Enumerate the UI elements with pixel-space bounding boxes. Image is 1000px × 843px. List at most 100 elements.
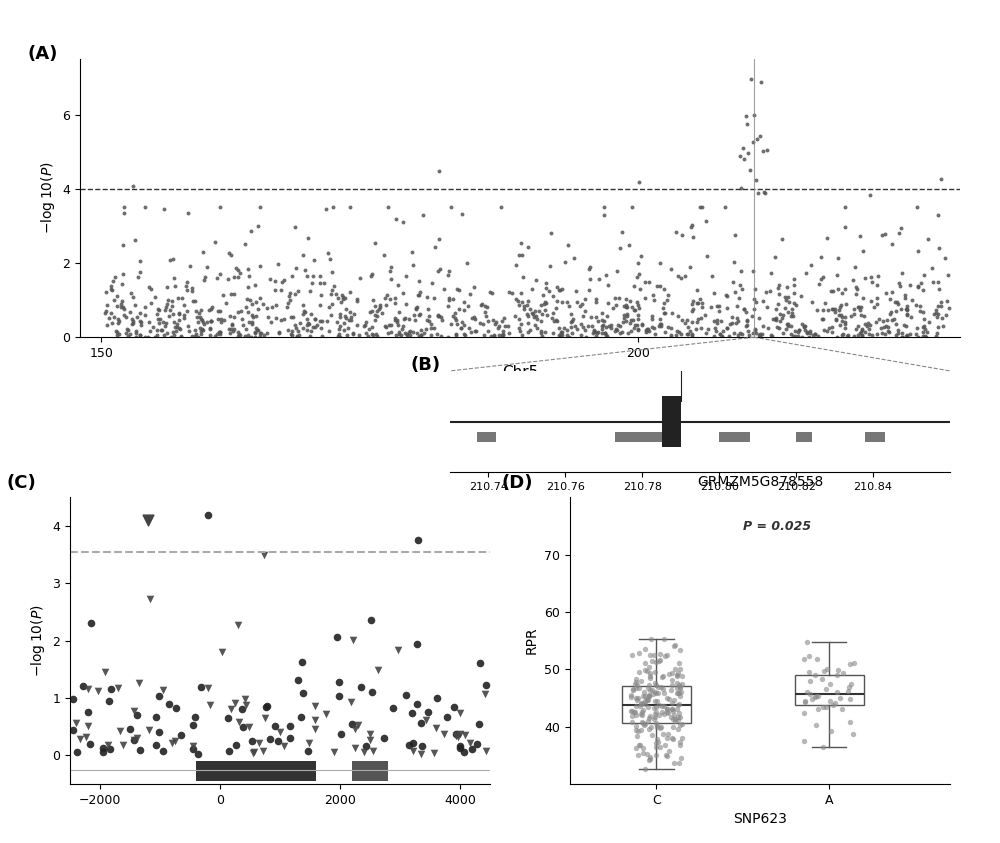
Point xyxy=(448,313,464,326)
Point xyxy=(301,318,317,331)
Point xyxy=(657,738,673,752)
Point xyxy=(178,279,194,293)
Point xyxy=(227,696,243,710)
Point xyxy=(642,671,658,685)
Point xyxy=(837,321,853,335)
Point xyxy=(446,700,462,713)
Point xyxy=(855,291,871,304)
Point xyxy=(419,314,435,327)
Point xyxy=(797,694,813,707)
Point xyxy=(908,298,924,311)
Point xyxy=(627,303,643,317)
Point xyxy=(252,326,268,340)
Point xyxy=(255,298,271,311)
Point xyxy=(599,329,615,342)
Point xyxy=(637,697,653,711)
Point xyxy=(72,733,88,746)
Point xyxy=(464,311,480,325)
Point xyxy=(903,311,919,325)
Point xyxy=(770,297,786,310)
Point xyxy=(840,685,856,698)
Point xyxy=(423,329,439,342)
Point xyxy=(345,633,361,647)
Point xyxy=(169,320,185,334)
Point xyxy=(369,330,385,343)
Point xyxy=(276,273,292,287)
Point xyxy=(635,716,651,729)
Point xyxy=(829,330,845,344)
Point xyxy=(511,322,527,336)
Point xyxy=(281,289,297,303)
Point xyxy=(877,227,893,240)
Point xyxy=(637,642,653,656)
Point xyxy=(553,325,569,339)
Point xyxy=(848,287,864,301)
Point xyxy=(472,316,488,330)
Point xyxy=(811,277,827,291)
Point xyxy=(626,321,642,335)
Point xyxy=(730,314,746,327)
Point xyxy=(618,300,634,314)
Point xyxy=(746,292,762,305)
Point xyxy=(212,201,228,214)
Point xyxy=(637,717,653,730)
Point xyxy=(539,309,555,322)
Point xyxy=(769,320,785,334)
Point xyxy=(222,309,238,322)
Point xyxy=(561,330,577,344)
Point xyxy=(916,268,932,282)
Point xyxy=(460,299,476,313)
Point xyxy=(426,747,442,760)
Point xyxy=(663,262,679,276)
Point xyxy=(805,329,821,342)
Point xyxy=(902,328,918,341)
Point xyxy=(223,322,239,336)
Point xyxy=(389,313,405,326)
Point xyxy=(861,327,877,341)
Point xyxy=(484,287,500,300)
Point xyxy=(450,730,466,744)
Point xyxy=(755,144,771,158)
Point xyxy=(520,241,536,255)
Point xyxy=(852,229,868,243)
Point xyxy=(179,283,195,297)
Point xyxy=(841,680,857,694)
Point xyxy=(700,322,716,336)
Point xyxy=(109,289,125,303)
Point xyxy=(478,679,494,692)
Point xyxy=(864,275,880,288)
Point xyxy=(863,271,879,284)
Point xyxy=(581,283,597,297)
Point xyxy=(191,306,207,319)
Point xyxy=(307,713,323,727)
Point xyxy=(655,301,671,314)
Point xyxy=(891,277,907,290)
Point xyxy=(212,325,228,339)
Point xyxy=(171,308,187,321)
Point xyxy=(880,325,896,338)
Point xyxy=(211,325,227,339)
Point xyxy=(641,679,657,692)
Point xyxy=(307,722,323,736)
Point xyxy=(376,731,392,744)
Point xyxy=(814,313,830,326)
Point xyxy=(634,706,650,719)
Point xyxy=(663,329,679,342)
Point xyxy=(247,278,263,292)
Point xyxy=(920,233,936,246)
Point xyxy=(331,327,347,341)
Point xyxy=(933,299,949,313)
Point xyxy=(796,706,812,720)
Point xyxy=(837,317,853,330)
Point xyxy=(664,306,680,319)
Point xyxy=(779,280,795,293)
Point xyxy=(559,296,575,309)
Point xyxy=(202,329,218,342)
Point xyxy=(203,314,219,328)
Point xyxy=(181,325,197,338)
Point xyxy=(410,533,426,546)
Point xyxy=(718,288,734,302)
Point xyxy=(513,317,529,330)
Point xyxy=(220,272,236,286)
Point xyxy=(302,284,318,298)
